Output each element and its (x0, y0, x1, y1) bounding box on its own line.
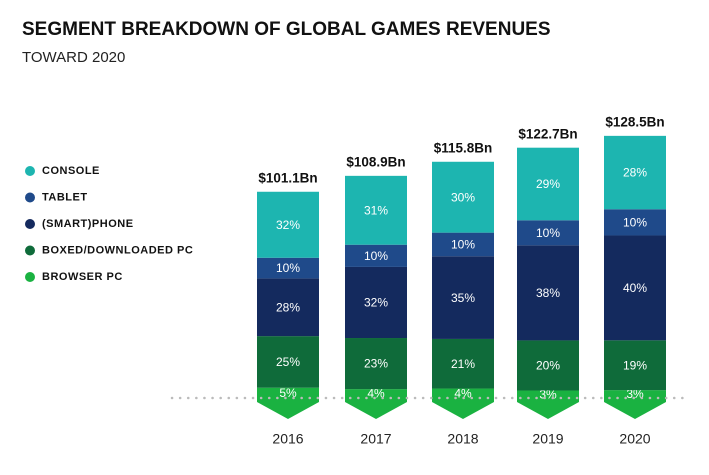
total-label: $122.7Bn (518, 126, 577, 141)
bar-segment (257, 336, 319, 388)
total-label: $101.1Bn (258, 170, 317, 185)
segment-label: 10% (451, 238, 475, 252)
segment-label: 38% (536, 286, 560, 300)
x-tick-label: 2016 (272, 431, 303, 447)
segment-label: 31% (364, 203, 388, 217)
segment-label: 28% (276, 300, 300, 314)
legend-marker (25, 192, 35, 203)
bar-segment (345, 389, 407, 398)
bar-segment (257, 387, 319, 398)
segment-label: 10% (276, 261, 300, 275)
segment-label: 3% (626, 387, 644, 401)
bar-segment (432, 388, 494, 398)
total-label: $128.5Bn (605, 114, 664, 129)
bar-segment (345, 266, 407, 339)
segment-label: 4% (367, 387, 385, 401)
segment-label: 25% (276, 355, 300, 369)
total-label: $108.9Bn (346, 154, 405, 169)
bar-segment (604, 390, 666, 398)
bar-segment (517, 245, 579, 341)
chart-subtitle: TOWARD 2020 (22, 49, 125, 66)
bar-arrow (604, 398, 666, 419)
legend-label: BROWSER PC (42, 271, 123, 283)
bar-segment (517, 390, 579, 398)
bar-segment (517, 147, 579, 221)
legend-label: BOXED/DOWNLOADED PC (42, 244, 193, 256)
segment-label: 5% (279, 386, 297, 400)
bar-arrow (345, 398, 407, 419)
segment-label: 40% (623, 281, 647, 295)
legend-label: TABLET (42, 191, 88, 203)
segment-label: 32% (364, 296, 388, 310)
segment-label: 29% (536, 177, 560, 191)
bar-segment (257, 191, 319, 258)
segment-label: 4% (454, 386, 472, 400)
segment-label: 28% (623, 166, 647, 180)
bar-segment (604, 340, 666, 391)
legend-marker (25, 219, 35, 229)
segment-label: 35% (451, 291, 475, 305)
segment-label: 10% (364, 249, 388, 263)
legend-marker (25, 166, 35, 176)
legend-marker (25, 272, 35, 282)
bar-arrow (432, 398, 494, 419)
legend-marker (25, 245, 35, 256)
bar-segment (345, 244, 407, 267)
x-tick-label: 2018 (447, 431, 478, 447)
segment-label: 19% (623, 358, 647, 372)
bar-segment (432, 256, 494, 339)
segment-label: 30% (451, 190, 475, 204)
legend-label: CONSOLE (42, 165, 100, 177)
bar-segment (432, 161, 494, 233)
bar-segment (604, 135, 666, 210)
x-tick-label: 2017 (360, 431, 391, 447)
bar-segment (257, 257, 319, 279)
bar-segment (432, 232, 494, 257)
chart-title: SEGMENT BREAKDOWN OF GLOBAL GAMES REVENU… (22, 19, 551, 40)
bar-arrow (517, 398, 579, 419)
bar-segment (517, 340, 579, 391)
segment-label: 10% (623, 216, 647, 230)
bar-arrow (257, 398, 319, 419)
bar-segment (345, 175, 407, 245)
bar-segment (257, 278, 319, 337)
bar-segment (432, 338, 494, 389)
bar-segment (604, 235, 666, 341)
total-label: $115.8Bn (434, 140, 493, 155)
segment-label: 21% (451, 357, 475, 371)
bar-segment (345, 338, 407, 390)
legend-label: (SMART)PHONE (42, 218, 134, 230)
x-tick-label: 2020 (619, 431, 650, 447)
segment-label: 10% (536, 226, 560, 240)
segment-label: 23% (364, 357, 388, 371)
x-tick-label: 2019 (532, 431, 563, 447)
bar-segment (517, 220, 579, 246)
segment-label: 32% (276, 218, 300, 232)
bar-segment (604, 209, 666, 236)
segment-label: 20% (536, 359, 560, 373)
